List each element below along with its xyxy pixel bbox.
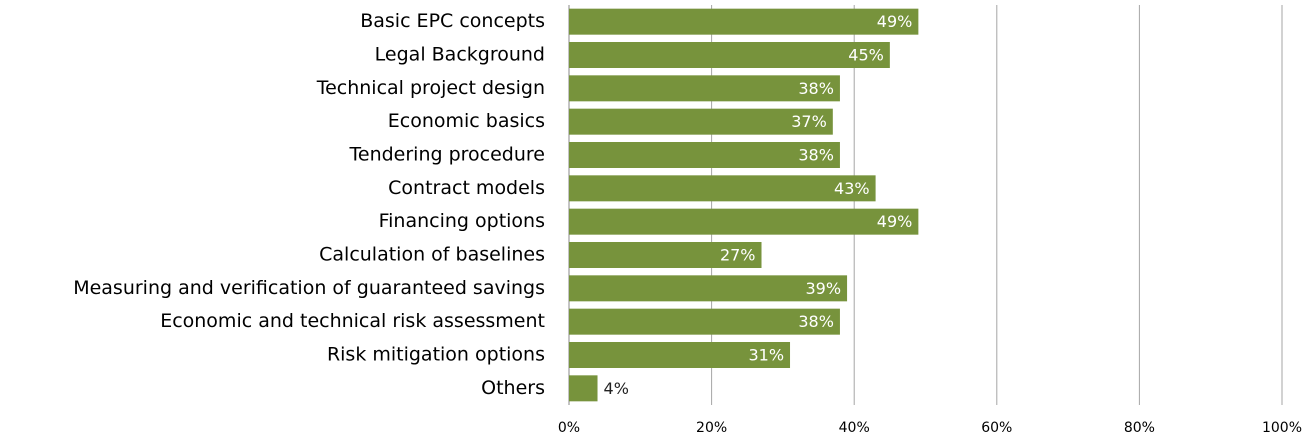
y-tick-label: Contract models (388, 177, 545, 199)
y-tick-label: Measuring and verification of guaranteed… (73, 277, 545, 299)
value-label: 45% (848, 46, 884, 65)
bar (569, 242, 762, 268)
value-label: 37% (791, 112, 827, 131)
x-tick-label: 0% (558, 420, 580, 436)
bar (569, 8, 919, 35)
value-label: 43% (834, 179, 870, 198)
bar (569, 275, 848, 302)
y-tick-label: Calculation of baselines (319, 244, 545, 266)
y-tick-label: Legal Background (375, 44, 545, 66)
bar (569, 142, 840, 168)
bar (569, 175, 876, 202)
y-tick-label: Financing options (379, 210, 545, 232)
bar (569, 342, 791, 368)
bar (569, 75, 840, 102)
value-label: 38% (798, 146, 834, 165)
value-label: 4% (604, 379, 629, 398)
value-label: 27% (720, 246, 756, 265)
x-tick-label: 20% (696, 420, 727, 436)
value-label: 38% (798, 312, 834, 331)
value-label: 39% (806, 279, 842, 298)
bar (569, 208, 919, 235)
x-tick-label: 100% (1262, 420, 1302, 436)
x-tick-label: 40% (839, 420, 870, 436)
value-label: 38% (798, 79, 834, 98)
value-label: 31% (748, 346, 784, 365)
y-tick-label: Economic and technical risk assessment (160, 310, 545, 332)
x-tick-label: 60% (981, 420, 1012, 436)
value-label: 49% (877, 212, 913, 231)
y-tick-label: Economic basics (388, 110, 545, 132)
y-tick-label: Risk mitigation options (327, 344, 545, 366)
y-tick-label: Technical project design (316, 77, 545, 99)
x-tick-label: 80% (1124, 420, 1155, 436)
bar (569, 42, 890, 68)
y-tick-label: Tendering procedure (349, 144, 546, 166)
bar (569, 375, 598, 402)
y-tick-label: Basic EPC concepts (360, 10, 545, 32)
bar (569, 108, 833, 135)
y-tick-label: Others (481, 377, 545, 399)
value-label: 49% (877, 12, 913, 31)
bar (569, 308, 840, 335)
